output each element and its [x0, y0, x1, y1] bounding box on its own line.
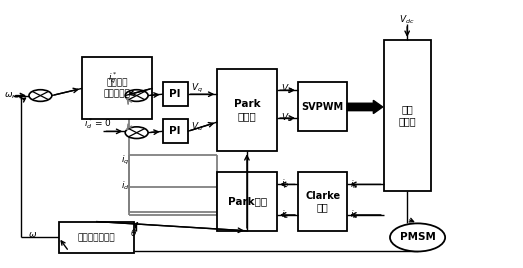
- Circle shape: [29, 90, 52, 101]
- Text: $\omega$: $\omega$: [28, 230, 38, 239]
- Text: PI: PI: [169, 126, 181, 136]
- Bar: [217, 69, 277, 151]
- Bar: [384, 40, 430, 191]
- Text: $V_\alpha$: $V_\alpha$: [281, 112, 293, 124]
- Text: $i_d^*=0$: $i_d^*=0$: [84, 117, 111, 131]
- Text: $i_\alpha$: $i_\alpha$: [281, 209, 289, 221]
- Text: $V_q$: $V_q$: [191, 82, 203, 95]
- Text: $i_q$: $i_q$: [121, 154, 129, 167]
- Text: 模糊滑模
速度控制器: 模糊滑模 速度控制器: [104, 79, 131, 98]
- Bar: [217, 172, 277, 231]
- Circle shape: [390, 224, 445, 251]
- Text: $i_d$: $i_d$: [121, 180, 130, 192]
- Text: $i_\beta$: $i_\beta$: [281, 178, 289, 191]
- Bar: [82, 57, 152, 120]
- FancyArrow shape: [347, 100, 383, 114]
- Text: PMSM: PMSM: [400, 232, 436, 243]
- Text: $i_q^*$: $i_q^*$: [108, 70, 118, 86]
- Text: $V_{dc}$: $V_{dc}$: [400, 14, 415, 26]
- Text: $V_d$: $V_d$: [191, 120, 203, 133]
- Text: $\theta$: $\theta$: [130, 227, 138, 238]
- Text: Park
逆变换: Park 逆变换: [234, 99, 260, 121]
- Bar: [59, 222, 134, 253]
- Text: $i_\alpha$: $i_\alpha$: [350, 178, 359, 191]
- Circle shape: [125, 127, 148, 139]
- Text: Clarke
变换: Clarke 变换: [305, 191, 340, 213]
- Bar: [298, 82, 347, 131]
- Bar: [163, 82, 188, 106]
- Text: SVPWM: SVPWM: [302, 102, 344, 112]
- Bar: [163, 120, 188, 143]
- Text: 位置和速度检测: 位置和速度检测: [77, 233, 115, 242]
- Text: $i_b$: $i_b$: [350, 209, 358, 221]
- Text: Park变换: Park变换: [228, 197, 267, 207]
- Circle shape: [125, 90, 148, 101]
- Text: 三相
逆变器: 三相 逆变器: [399, 105, 416, 126]
- Text: $\omega_{ref}$: $\omega_{ref}$: [4, 90, 23, 101]
- Bar: [298, 172, 347, 231]
- Text: PI: PI: [169, 89, 181, 99]
- Text: $V_\beta$: $V_\beta$: [281, 83, 293, 96]
